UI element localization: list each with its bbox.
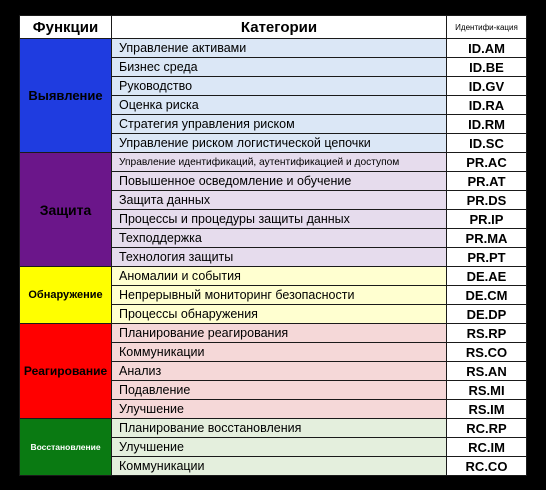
table-row: Бизнес среда ID.BE — [20, 57, 527, 77]
table-row: Техподдержка PR.MA — [20, 228, 527, 248]
table-row: Защита данных PR.DS — [20, 190, 527, 210]
category-cell: Бизнес среда — [111, 57, 447, 77]
category-cell: Управление риском логистической цепочки — [111, 133, 447, 153]
table-row: Оценка риска ID.RA — [20, 95, 527, 115]
table-row: Обнаружение Аномалии и события DE.AE — [19, 266, 527, 324]
table-row: Коммуникации RC.CO — [20, 456, 527, 476]
identifier-cell: ID.AM — [446, 38, 527, 58]
table-body: Выявление Управление активами ID.AM Бизнес … — [19, 38, 527, 476]
table-row: Процессы и процедуры защиты данных PR.IP — [20, 209, 527, 229]
table-row: Реагирование Планирование реагирования RS.… — [19, 323, 527, 419]
identifier-cell: RS.MI — [446, 380, 527, 400]
category-cell: Стратегия управления риском — [111, 114, 447, 134]
table-row: Выявление Управление активами ID.AM — [19, 38, 527, 153]
table-row: Подавление RS.MI — [20, 380, 527, 400]
table-row: Анализ RS.AN — [20, 361, 527, 381]
identifier-cell: RS.CO — [446, 342, 527, 362]
identifier-cell: ID.RA — [446, 95, 527, 115]
identifier-cell: PR.AT — [446, 171, 527, 191]
category-cell: Аномалии и события — [111, 266, 447, 286]
header-functions: Функции — [19, 15, 112, 39]
table-row: Восстановление Планирование восстановлени… — [19, 418, 527, 476]
table-row: Повышенное осведомление и обучение PR.AT — [20, 171, 527, 191]
function-cell: Восстановление — [19, 418, 112, 476]
table-row: Руководство ID.GV — [20, 76, 527, 96]
identifier-cell: ID.BE — [446, 57, 527, 77]
category-cell: Коммуникации — [111, 342, 447, 362]
identifier-cell: PR.IP — [446, 209, 527, 229]
category-cell: Технология защиты — [111, 247, 447, 267]
category-cell: Планирование реагирования — [111, 323, 447, 343]
header-identifier: Идентифи-кация — [446, 15, 527, 39]
category-cell: Процессы обнаружения — [111, 304, 447, 324]
category-cell: Защита данных — [111, 190, 447, 210]
category-cell: Управление идентификаций, аутентификацие… — [111, 152, 447, 172]
table-row: Процессы обнаружения DE.DP — [20, 304, 527, 324]
function-cell: Обнаружение — [19, 266, 112, 324]
identifier-cell: DE.DP — [446, 304, 527, 324]
csf-framework-table: Функции Категории Идентифи-кация Выявлен… — [19, 15, 527, 476]
identifier-cell: PR.DS — [446, 190, 527, 210]
category-cell: Управление активами — [111, 38, 447, 58]
identifier-cell: PR.AC — [446, 152, 527, 172]
identifier-cell: PR.MA — [446, 228, 527, 248]
category-cell: Улучшение — [111, 437, 447, 457]
identifier-cell: PR.PT — [446, 247, 527, 267]
identifier-cell: ID.RM — [446, 114, 527, 134]
identifier-cell: RC.CO — [446, 456, 527, 476]
category-cell: Планирование восстановления — [111, 418, 447, 438]
category-cell: Коммуникации — [111, 456, 447, 476]
identifier-cell: RC.RP — [446, 418, 527, 438]
identifier-cell: RS.IM — [446, 399, 527, 419]
identifier-cell: ID.SC — [446, 133, 527, 153]
identifier-cell: RS.AN — [446, 361, 527, 381]
category-cell: Улучшение — [111, 399, 447, 419]
identifier-cell: ID.GV — [446, 76, 527, 96]
framework-table-container: Функции Категории Идентифи-кация Выявлен… — [19, 15, 527, 476]
table-row: Управление риском логистической цепочки I… — [20, 133, 527, 153]
identifier-cell: DE.CM — [446, 285, 527, 305]
category-cell: Анализ — [111, 361, 447, 381]
identifier-cell: RS.RP — [446, 323, 527, 343]
category-cell: Процессы и процедуры защиты данных — [111, 209, 447, 229]
function-cell: Реагирование — [19, 323, 112, 419]
category-cell: Повышенное осведомление и обучение — [111, 171, 447, 191]
table-row: Технология защиты PR.PT — [20, 247, 527, 267]
table-row: Защита Управление идентификаций, аутентиф… — [19, 152, 527, 267]
identifier-cell: RC.IM — [446, 437, 527, 457]
category-cell: Подавление — [111, 380, 447, 400]
header-categories: Категории — [111, 15, 447, 39]
function-cell: Выявление — [19, 38, 112, 153]
identifier-cell: DE.AE — [446, 266, 527, 286]
category-cell: Руководство — [111, 76, 447, 96]
category-cell: Оценка риска — [111, 95, 447, 115]
table-row: Улучшение RS.IM — [20, 399, 527, 419]
function-cell: Защита — [19, 152, 112, 267]
category-cell: Непрерывный мониторинг безопасности — [111, 285, 447, 305]
header-row: Функции Категории Идентифи-кация — [19, 15, 527, 39]
category-cell: Техподдержка — [111, 228, 447, 248]
